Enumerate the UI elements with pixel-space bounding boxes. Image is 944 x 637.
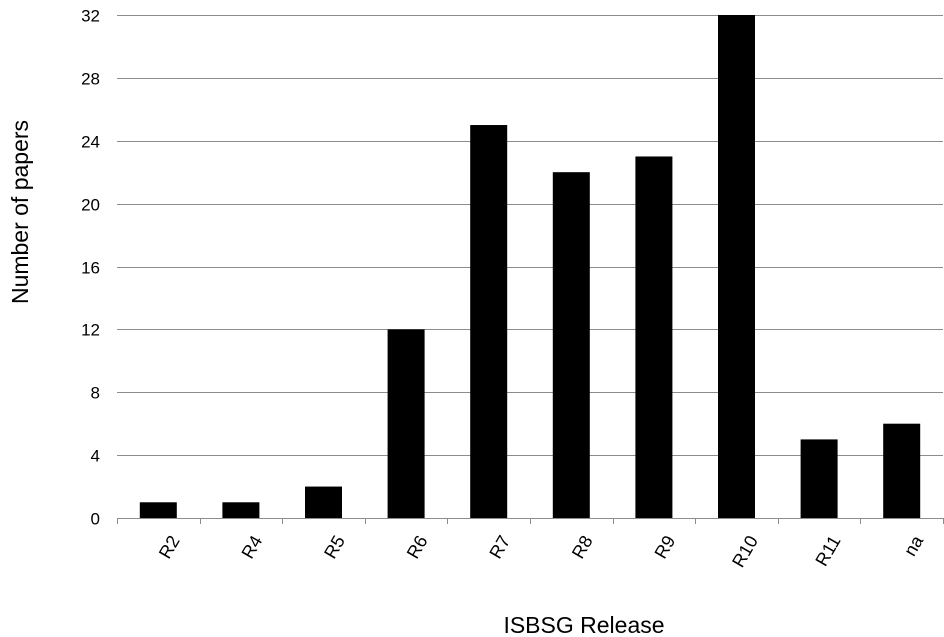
y-tick-label: 8 xyxy=(91,384,100,403)
x-tick-label: R4 xyxy=(238,532,267,562)
y-tick-label: 24 xyxy=(81,133,100,152)
y-tick-label: 28 xyxy=(81,70,100,89)
bars xyxy=(139,15,921,518)
x-axis xyxy=(117,518,944,524)
x-tick-label: R11 xyxy=(811,532,844,569)
x-tick-label: R5 xyxy=(320,532,349,562)
bar-r7 xyxy=(470,125,508,518)
bar-r2 xyxy=(139,502,177,518)
bar-r4 xyxy=(222,502,260,518)
gridlines xyxy=(117,15,943,456)
x-tick-labels: R2 R4 R5 R6 R7 R8 R9 R10 R11 na xyxy=(155,531,928,570)
x-tick-label: na xyxy=(900,531,928,559)
y-tick-label: 16 xyxy=(81,259,100,278)
x-tick-label: R7 xyxy=(485,532,514,562)
bar-r8 xyxy=(552,172,590,518)
x-tick-label: R6 xyxy=(403,532,432,562)
bar-r9 xyxy=(635,156,673,518)
y-axis-title: Number of papers xyxy=(7,120,33,304)
x-tick-label: R8 xyxy=(568,532,597,562)
y-tick-label: 12 xyxy=(81,321,100,340)
bar-r10 xyxy=(718,15,755,518)
y-tick-label: 4 xyxy=(91,447,100,466)
bar-r11 xyxy=(800,439,838,518)
y-tick-labels: 0 4 8 12 16 20 24 28 32 xyxy=(81,7,100,529)
x-tick-label: R2 xyxy=(155,532,184,562)
x-axis-title: ISBSG Release xyxy=(503,612,664,637)
bar-r6 xyxy=(387,329,425,518)
bar-na xyxy=(883,423,921,518)
bar-r5 xyxy=(305,486,342,518)
x-tick-label: R10 xyxy=(728,532,762,571)
x-tick-label: R9 xyxy=(651,532,680,562)
y-tick-label: 0 xyxy=(91,510,100,529)
y-tick-label: 32 xyxy=(81,7,100,26)
y-tick-label: 20 xyxy=(81,196,100,215)
